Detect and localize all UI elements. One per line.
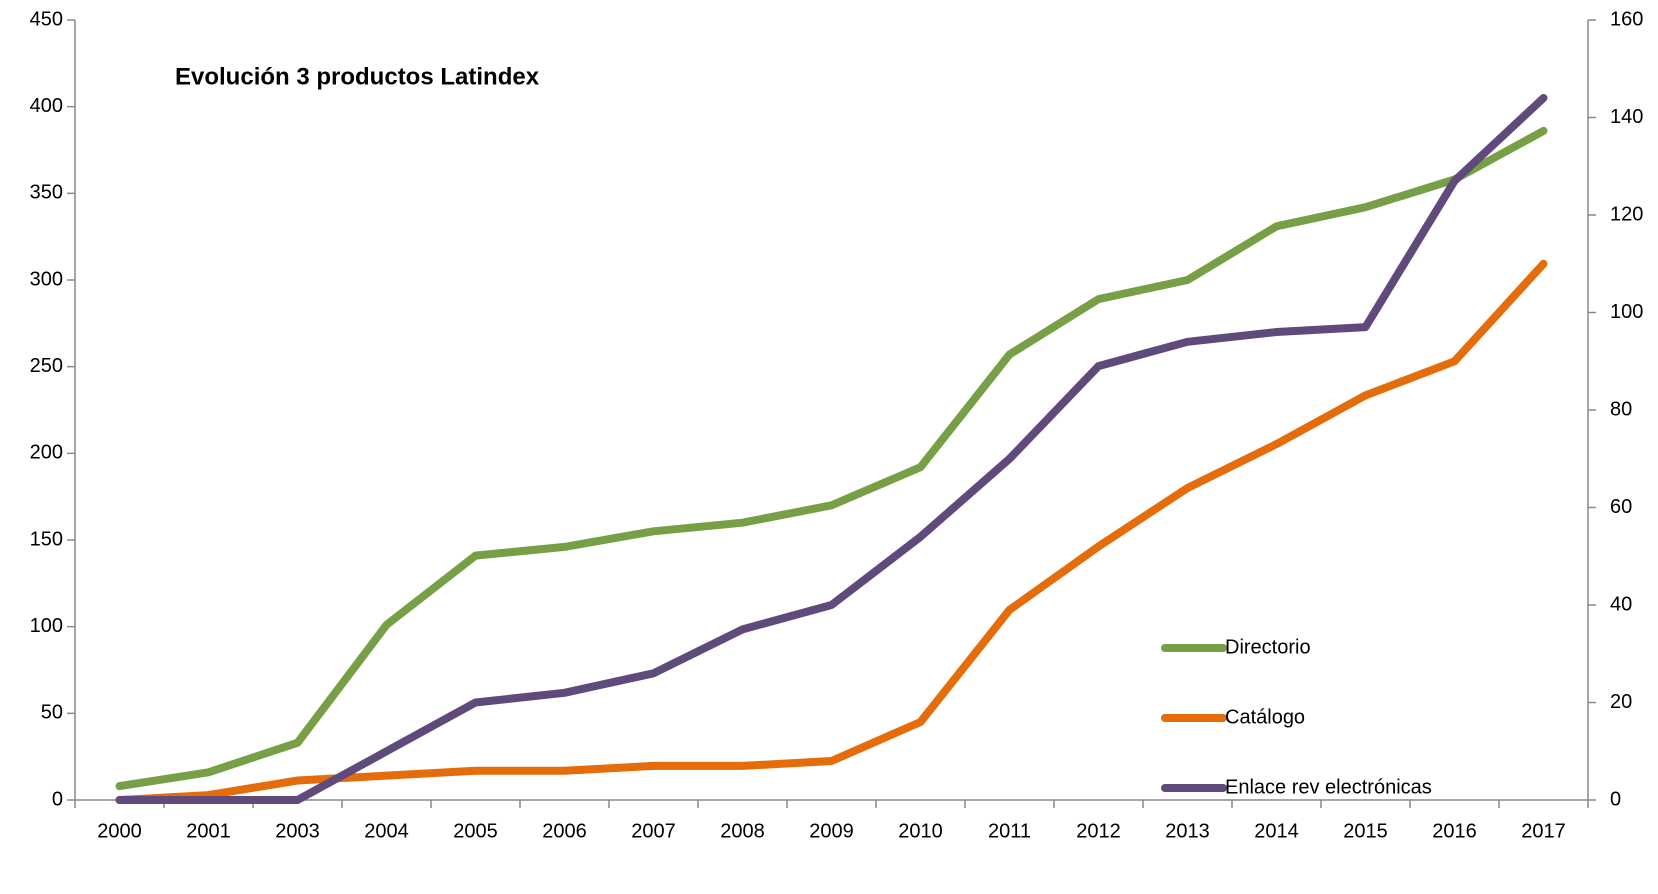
y-tick-label: 50	[41, 702, 63, 724]
x-tick-label: 2001	[186, 820, 231, 842]
x-tick-label: 2003	[275, 820, 320, 842]
series-line	[120, 131, 1544, 786]
x-tick-label: 2010	[898, 820, 943, 842]
y2-tick-label: 140	[1610, 106, 1643, 128]
series-line	[120, 264, 1544, 800]
y-tick-label: 300	[30, 268, 63, 290]
y-tick-label: 0	[52, 788, 63, 810]
y-tick-label: 150	[30, 528, 63, 550]
y-tick-label: 400	[30, 95, 63, 117]
x-tick-label: 2012	[1076, 820, 1121, 842]
x-tick-label: 2017	[1521, 820, 1566, 842]
y2-tick-label: 40	[1610, 593, 1632, 615]
x-tick-label: 2015	[1343, 820, 1388, 842]
x-tick-label: 2016	[1432, 820, 1477, 842]
legend-label: Enlace rev electrónicas	[1225, 776, 1432, 798]
x-tick-label: 2006	[542, 820, 587, 842]
chart-title: Evolución 3 productos Latindex	[175, 63, 540, 90]
chart: Evolución 3 productos Latindex 0 50 100 150…	[0, 0, 1658, 894]
x-tick-label: 2014	[1254, 820, 1299, 842]
x-tick-label: 2004	[364, 820, 409, 842]
x-tick-label: 2013	[1165, 820, 1210, 842]
y-tick-label: 250	[30, 355, 63, 377]
legend-label: Catálogo	[1225, 706, 1305, 728]
y2-tick-label: 160	[1610, 8, 1643, 30]
y-tick-label: 350	[30, 182, 63, 204]
x-tick-label: 2008	[720, 820, 765, 842]
x-tick-label: 2007	[631, 820, 676, 842]
y2-tick-label: 60	[1610, 496, 1632, 518]
x-tick-label: 2000	[97, 820, 142, 842]
y-tick-label: 200	[30, 442, 63, 464]
y2-tick-label: 100	[1610, 301, 1643, 323]
x-tick-label: 2005	[453, 820, 498, 842]
y2-tick-label: 80	[1610, 398, 1632, 420]
y2-tick-label: 120	[1610, 203, 1643, 225]
y-tick-label: 450	[30, 8, 63, 30]
y2-tick-label: 0	[1610, 788, 1621, 810]
legend-label: Directorio	[1225, 636, 1311, 658]
x-tick-label: 2009	[809, 820, 854, 842]
y-tick-label: 100	[30, 615, 63, 637]
x-tick-label: 2011	[988, 820, 1031, 842]
y2-tick-label: 20	[1610, 691, 1632, 713]
